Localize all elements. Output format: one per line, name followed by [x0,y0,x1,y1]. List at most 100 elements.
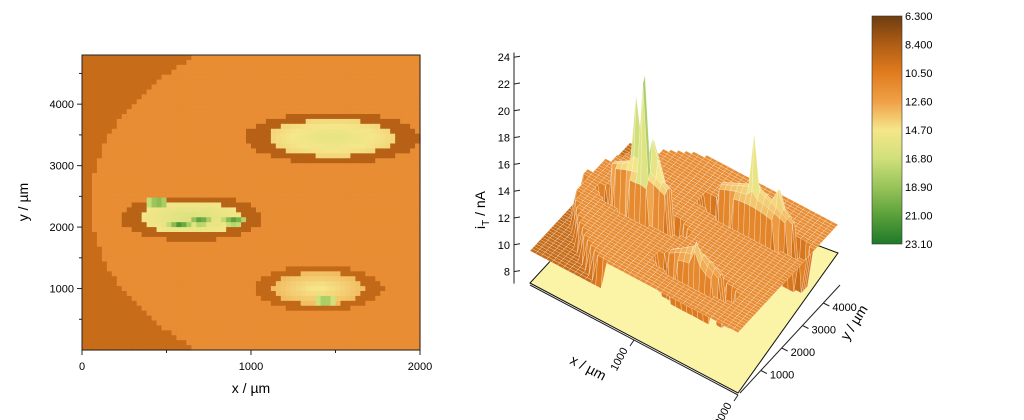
heatmap-cell [106,232,113,238]
heatmap-cell [101,300,108,307]
heatmap-cell [186,64,192,71]
heatmap-cell [201,340,207,346]
heatmap-cell [236,227,242,233]
heatmap-cell [176,133,183,140]
heatmap-cell [270,281,277,287]
heatmap-cell [126,192,133,199]
heatmap-cell [211,320,217,327]
heatmap-cell [206,271,212,277]
heatmap-cell [91,55,98,61]
heatmap-cell [320,64,327,71]
heatmap-cell [201,89,207,95]
heatmap-cell [116,99,123,105]
heatmap-cell [405,241,411,248]
heatmap-cell [280,295,287,302]
heatmap-cell [116,84,123,91]
heatmap-cell [255,305,262,312]
heatmap-cell [231,197,237,204]
heatmap-cell [330,158,337,164]
heatmap-cell [121,84,128,91]
heatmap-cell [171,104,178,110]
heatmap-cell [146,74,153,81]
heatmap-cell [275,271,282,277]
heatmap-cell [121,227,128,233]
heatmap-cell [141,340,148,346]
heatmap-cell [270,158,277,164]
heatmap-cell [315,207,322,213]
heatmap-cell [270,291,277,297]
heatmap-cell [176,168,183,174]
heatmap-cell [246,271,252,277]
heatmap-cell [131,261,138,268]
heatmap-cell [141,291,148,297]
heatmap-cell [101,182,108,189]
heatmap-cell [186,173,192,179]
heatmap-cell [146,276,153,282]
heatmap-cell [196,227,202,233]
heatmap-cell [116,310,123,317]
heatmap-cell [405,251,411,258]
heatmap-cell [305,330,312,336]
heatmap-cell [275,173,282,179]
heatmap-cell [96,148,103,154]
heatmap-cell [171,192,178,199]
heatmap-cell [196,335,202,341]
heatmap-cell [400,143,406,150]
heatmap-cell [96,286,103,292]
heatmap-cell [91,64,98,71]
heatmap-cell [206,197,212,204]
heatmap-cell [206,94,212,100]
heatmap-cell [206,74,212,81]
heatmap-cell [211,222,217,228]
heatmap-cell [410,222,416,228]
heatmap-cell [410,266,416,272]
heatmap-cell [260,104,267,110]
heatmap-cell [370,55,376,61]
heatmap-cell [365,246,371,253]
heatmap-cell [166,133,173,140]
heatmap-cell [255,114,262,120]
heatmap-cell [166,69,173,76]
heatmap-cell [241,276,247,282]
heatmap-cell [136,143,143,150]
heatmap-cell [330,197,337,204]
heatmap-cell [385,192,391,199]
heatmap-cell [380,59,386,66]
heatmap-cell [226,118,232,125]
heatmap-cell [385,94,391,100]
heatmap-cell [305,310,312,317]
heatmap-cell [211,173,217,179]
heatmap-cell [221,335,227,341]
heatmap-cell [231,281,237,287]
heatmap-cell [171,212,178,218]
heatmap-cell [295,207,302,213]
heatmap-cell [146,182,153,189]
heatmap-cell [201,182,207,189]
heatmap-cell [395,158,401,164]
heatmap-cell [305,300,312,307]
heatmap-cell [300,212,307,218]
heatmap-cell [320,335,327,341]
heatmap-cell [345,330,352,336]
heatmap-cell [320,123,327,130]
heatmap-cell [350,345,356,351]
heatmap-cell [251,291,257,297]
heatmap-cell [315,295,322,302]
heatmap-cell [236,251,242,258]
heatmap-cell [255,143,262,150]
heatmap-cell [400,256,406,263]
heatmap-cell [260,143,267,150]
heatmap-cell [91,222,98,228]
heatmap-cell [295,281,302,287]
heatmap-cell [176,177,183,184]
heatmap-cell [82,251,88,258]
heatmap-cell [410,236,416,243]
heatmap-cell [410,143,416,150]
heatmap-cell [275,118,282,125]
heatmap-cell [400,177,406,184]
heatmap-cell [380,109,386,115]
heatmap-cell [285,118,292,125]
heatmap-cell [86,173,93,179]
heatmap-cell [216,182,222,189]
heatmap-cell [111,315,118,322]
